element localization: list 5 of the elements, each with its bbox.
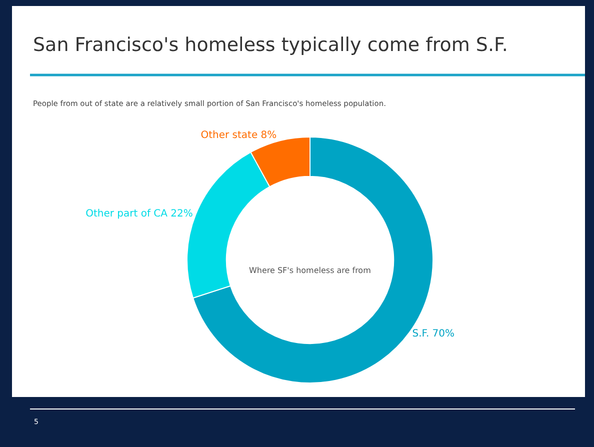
slice-label: Other part of CA 22%	[86, 208, 193, 220]
text: Where SF's homeless are from	[249, 266, 372, 275]
chart-title: San Francisco's homeless typically come from S.F.	[33, 34, 508, 56]
slice-label: Other state 8%	[200, 130, 277, 142]
slice-label: S.F. 70%	[412, 328, 455, 340]
